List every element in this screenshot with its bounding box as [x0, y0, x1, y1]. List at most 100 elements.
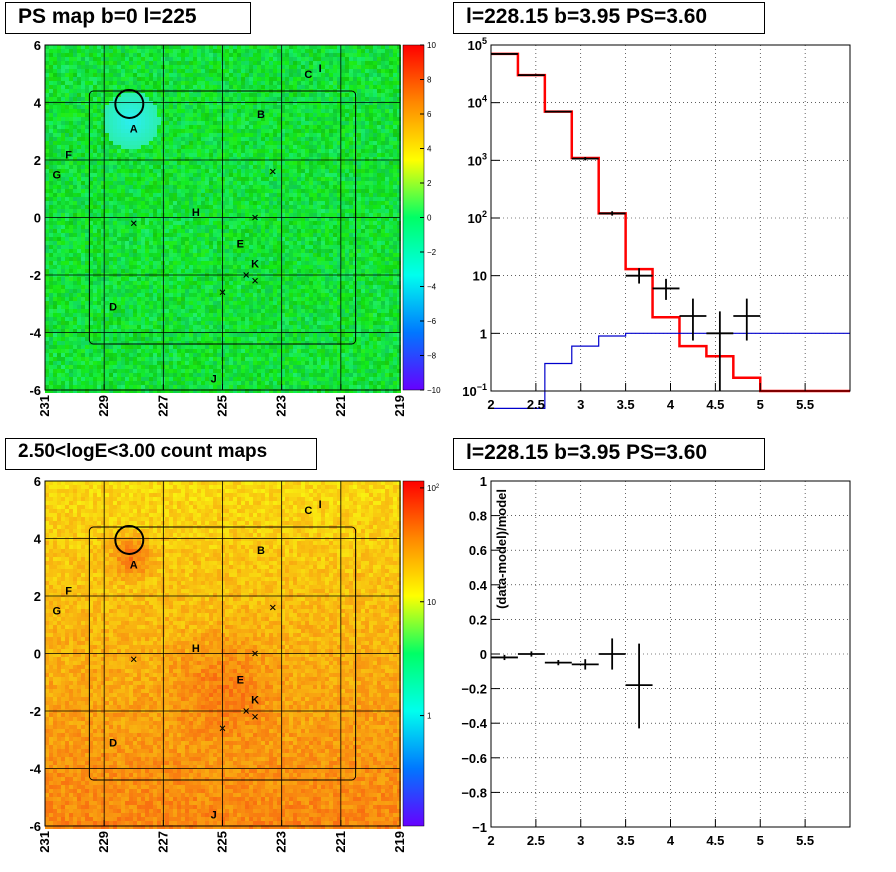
- map-pixel: [113, 49, 117, 53]
- map-pixel: [257, 201, 261, 205]
- map-pixel: [377, 125, 381, 129]
- map-pixel: [133, 53, 137, 57]
- map-pixel: [73, 189, 77, 193]
- map-pixel: [205, 121, 209, 125]
- map-pixel: [237, 193, 241, 197]
- map-pixel: [333, 229, 337, 233]
- map-pixel: [177, 237, 181, 241]
- map-pixel: [209, 129, 213, 133]
- map-pixel: [137, 173, 141, 177]
- map-pixel: [345, 173, 349, 177]
- map-pixel: [193, 193, 197, 197]
- map-pixel: [341, 229, 345, 233]
- map-pixel: [45, 89, 49, 93]
- map-pixel: [373, 161, 377, 165]
- map-pixel: [345, 133, 349, 137]
- map-pixel: [265, 197, 269, 201]
- map-pixel: [261, 145, 265, 149]
- map-pixel: [173, 141, 177, 145]
- map-pixel: [197, 133, 201, 137]
- map-pixel: [125, 153, 129, 157]
- map-pixel: [381, 205, 385, 209]
- map-pixel: [313, 169, 317, 173]
- map-pixel: [121, 229, 125, 233]
- map-pixel: [357, 209, 361, 213]
- map-pixel: [397, 229, 401, 233]
- map-pixel: [333, 205, 337, 209]
- map-pixel: [97, 113, 101, 117]
- map-pixel: [297, 197, 301, 201]
- map-pixel: [341, 237, 345, 241]
- map-pixel: [305, 217, 309, 221]
- map-pixel: [301, 105, 305, 109]
- map-pixel: [81, 89, 85, 93]
- map-pixel: [177, 97, 181, 101]
- map-pixel: [237, 249, 241, 253]
- map-pixel: [341, 109, 345, 113]
- map-pixel: [349, 97, 353, 101]
- map-pixel: [181, 265, 185, 269]
- map-pixel: [229, 45, 233, 49]
- map-pixel: [381, 265, 385, 269]
- map-pixel: [329, 197, 333, 201]
- map-pixel: [77, 137, 81, 141]
- map-pixel: [245, 57, 249, 61]
- map-pixel: [221, 265, 225, 269]
- map-pixel: [245, 265, 249, 269]
- map-pixel: [357, 73, 361, 77]
- map-pixel: [289, 113, 293, 117]
- map-pixel: [101, 173, 105, 177]
- map-pixel: [297, 265, 301, 269]
- map-pixel: [369, 173, 373, 177]
- map-pixel: [217, 173, 221, 177]
- map-pixel: [365, 153, 369, 157]
- map-pixel: [273, 97, 277, 101]
- map-pixel: [261, 245, 265, 249]
- map-pixel: [361, 133, 365, 137]
- map-pixel: [221, 153, 225, 157]
- map-pixel: [333, 73, 337, 77]
- map-pixel: [261, 165, 265, 169]
- map-pixel: [245, 149, 249, 153]
- map-pixel: [241, 109, 245, 113]
- map-pixel: [145, 149, 149, 153]
- map-pixel: [213, 181, 217, 185]
- map-pixel: [69, 189, 73, 193]
- map-pixel: [89, 53, 93, 57]
- map-pixel: [389, 101, 393, 105]
- map-pixel: [389, 69, 393, 73]
- map-pixel: [369, 205, 373, 209]
- map-pixel: [117, 265, 121, 269]
- map-pixel: [93, 185, 97, 189]
- map-pixel: [97, 257, 101, 261]
- map-pixel: [121, 177, 125, 181]
- map-pixel: [173, 49, 177, 53]
- map-pixel: [109, 65, 113, 69]
- map-pixel: [105, 169, 109, 173]
- map-pixel: [305, 65, 309, 69]
- map-pixel: [365, 97, 369, 101]
- map-pixel: [261, 213, 265, 217]
- map-pixel: [301, 145, 305, 149]
- map-pixel: [57, 217, 61, 221]
- map-pixel: [253, 101, 257, 105]
- map-pixel: [61, 245, 65, 249]
- map-pixel: [185, 237, 189, 241]
- map-pixel: [169, 193, 173, 197]
- map-pixel: [145, 129, 149, 133]
- map-pixel: [45, 209, 49, 213]
- map-pixel: [233, 173, 237, 177]
- map-pixel: [117, 217, 121, 221]
- map-pixel: [177, 65, 181, 69]
- map-pixel: [377, 157, 381, 161]
- map-pixel: [389, 245, 393, 249]
- map-pixel: [117, 161, 121, 165]
- map-pixel: [109, 265, 113, 269]
- map-pixel: [301, 173, 305, 177]
- map-pixel: [113, 249, 117, 253]
- map-pixel: [357, 49, 361, 53]
- map-pixel: [45, 121, 49, 125]
- map-pixel: [181, 73, 185, 77]
- map-pixel: [269, 69, 273, 73]
- map-pixel: [205, 125, 209, 129]
